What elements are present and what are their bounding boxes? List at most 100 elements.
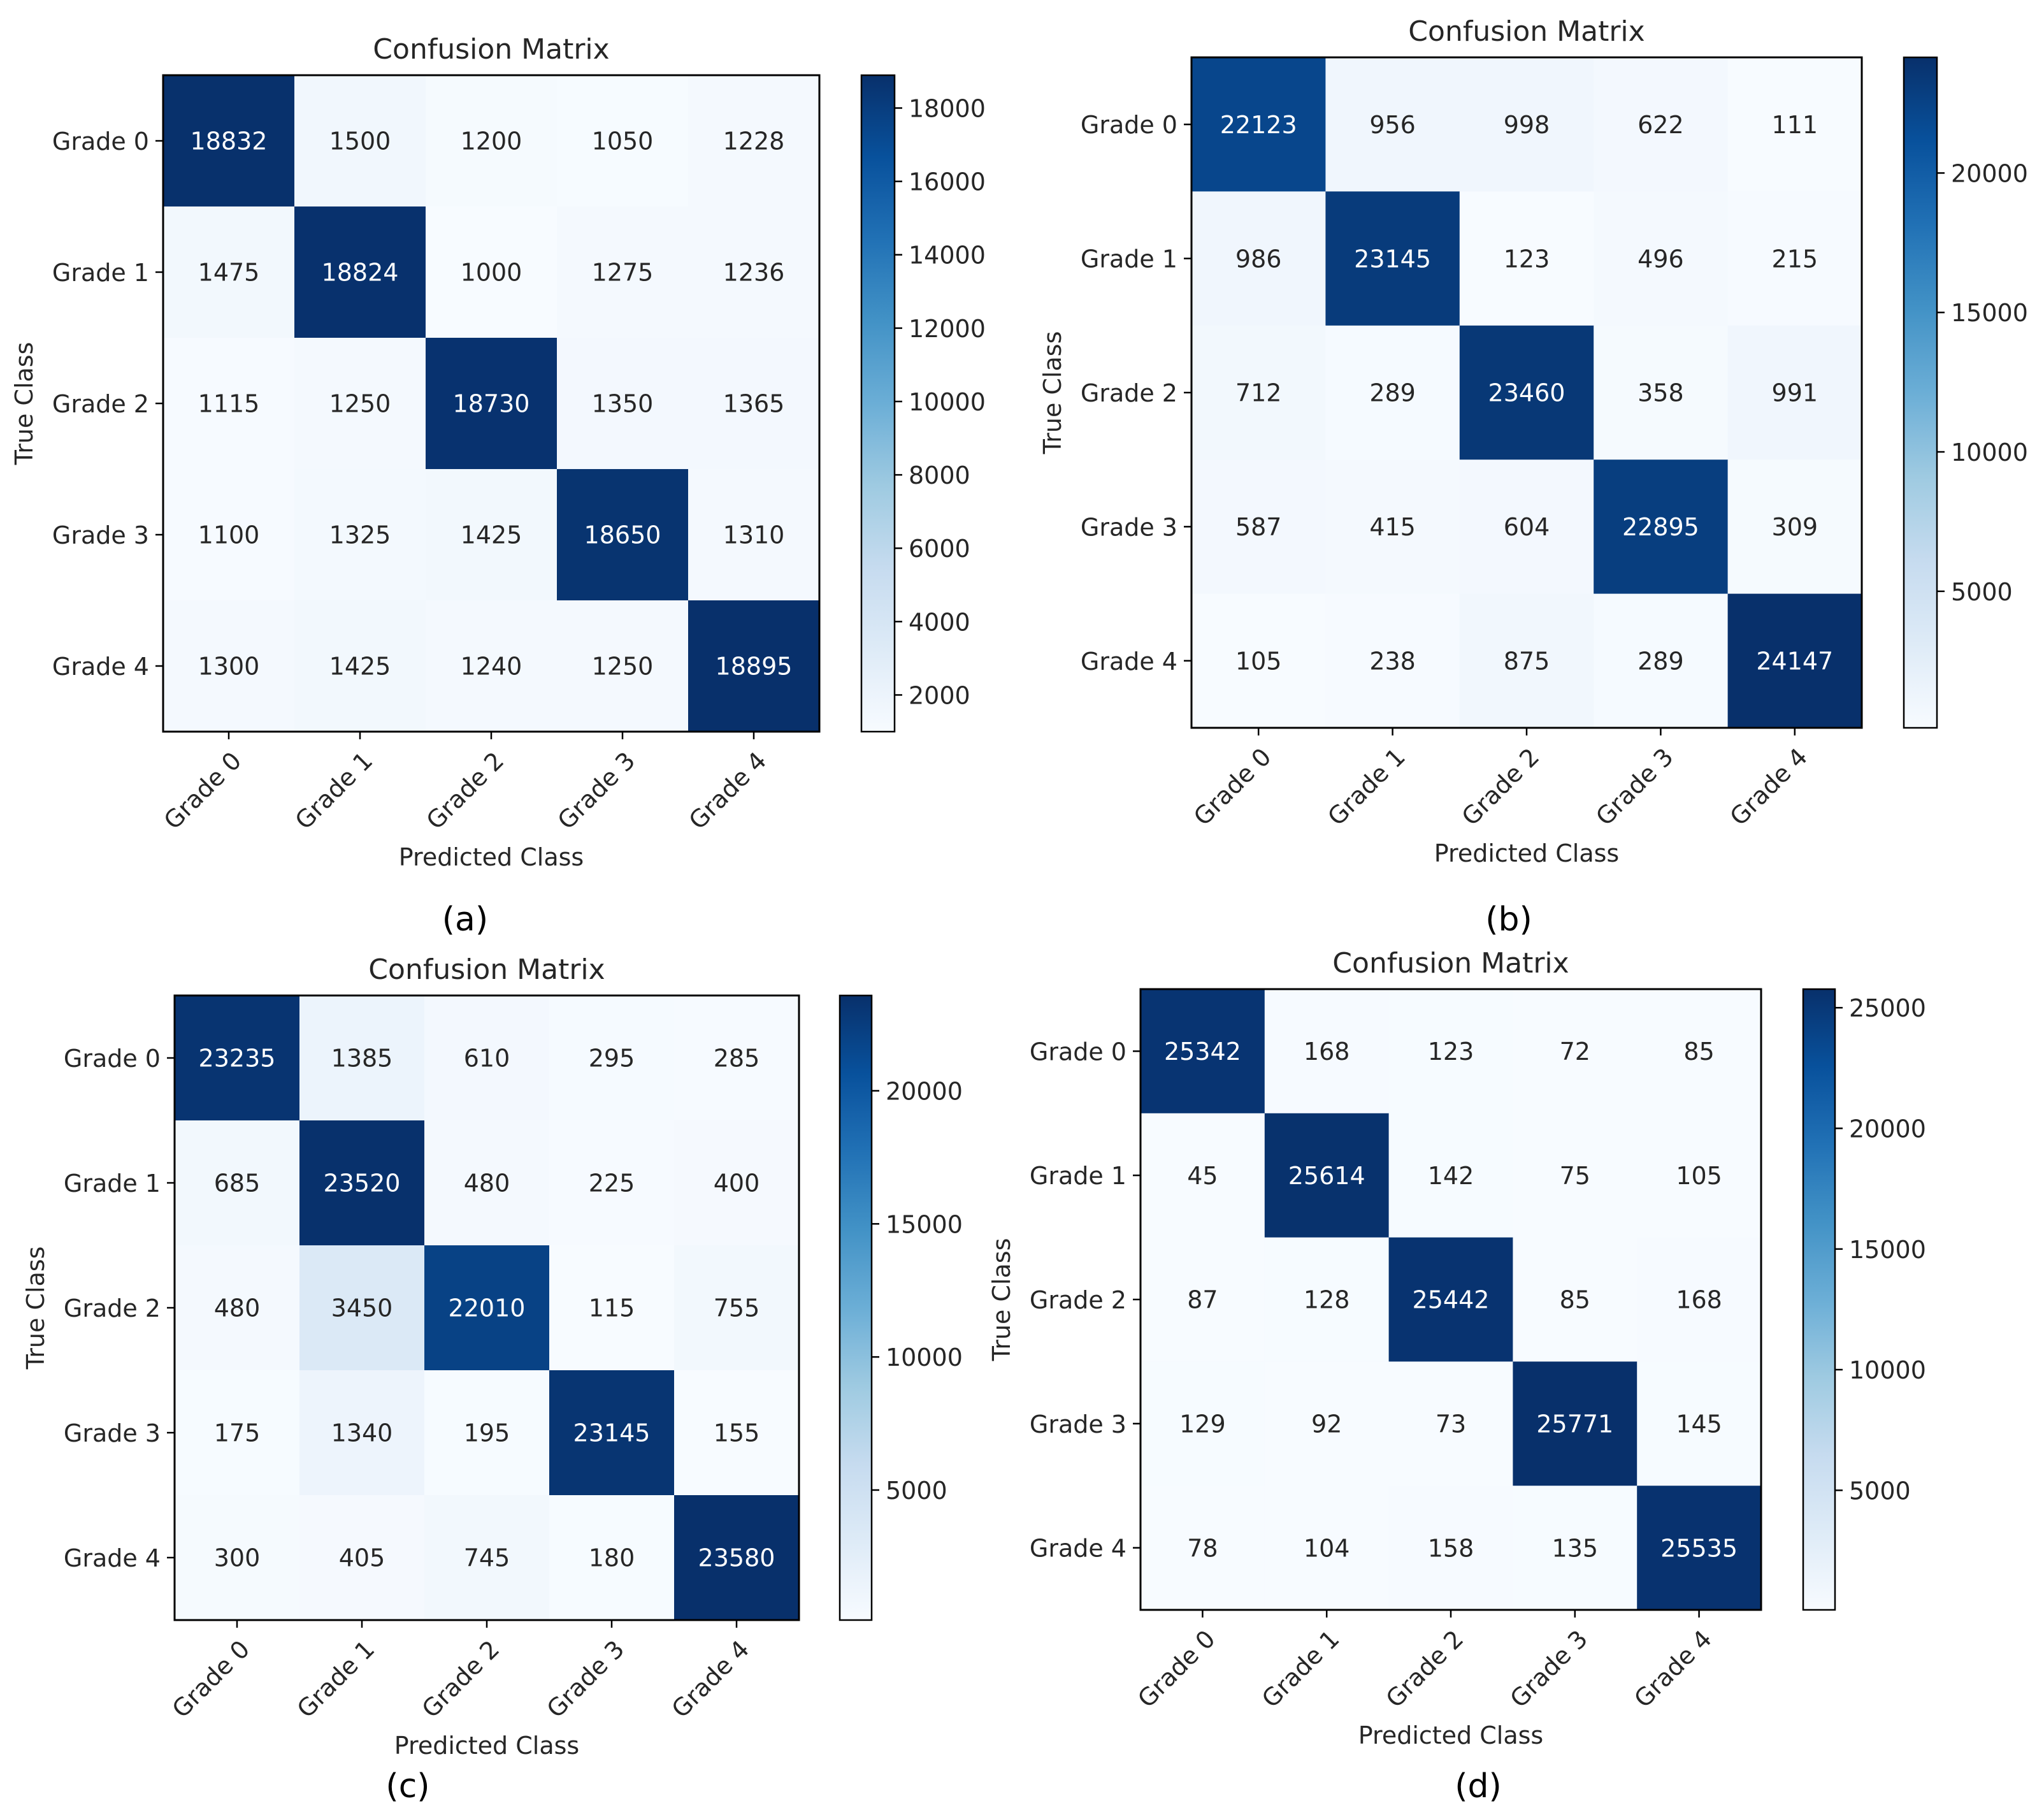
heatmap-cell [549, 1245, 675, 1371]
heatmap-cell [688, 600, 820, 732]
x-tick-label: Grade 4 [1724, 742, 1813, 831]
colorbar-tick-label: 18000 [909, 95, 986, 123]
y-tick-label: Grade 4 [52, 653, 149, 681]
heatmap-cell [1388, 989, 1513, 1114]
cell-value-label: 75 [1560, 1162, 1590, 1190]
cell-value-label: 604 [1504, 513, 1550, 541]
colorbar-tick-label: 10000 [886, 1343, 963, 1372]
cell-value-label: 72 [1560, 1038, 1590, 1066]
cell-value-label: 991 [1772, 379, 1818, 407]
cell-value-label: 24147 [1756, 647, 1833, 675]
x-tick-label: Grade 4 [1629, 1625, 1717, 1713]
cell-value-label: 104 [1304, 1534, 1350, 1562]
heatmap-cell [1388, 1361, 1513, 1486]
heatmap-cell [1264, 989, 1390, 1114]
cell-value-label: 145 [1676, 1410, 1722, 1438]
heatmap-cell [1325, 325, 1460, 460]
x-tick-label: Grade 0 [159, 746, 247, 835]
heatmap-cell [1727, 57, 1862, 192]
cell-value-label: 622 [1637, 111, 1684, 139]
colorbar-tick-label: 5000 [886, 1477, 947, 1505]
colorbar-tick-label: 15000 [1849, 1236, 1926, 1264]
cell-value-label: 1385 [331, 1045, 393, 1073]
x-axis-label: Predicted Class [394, 1732, 579, 1760]
heatmap-cell [163, 75, 295, 207]
cell-value-label: 1275 [592, 259, 654, 287]
heatmap-cell [1325, 460, 1460, 595]
heatmap-cell [294, 600, 426, 732]
cell-value-label: 123 [1504, 245, 1550, 273]
heatmap-cell [299, 1495, 425, 1621]
cell-value-label: 155 [714, 1419, 760, 1447]
cell-value-label: 712 [1235, 379, 1282, 407]
heatmap-cell [1594, 460, 1729, 595]
heatmap-cell [294, 338, 426, 470]
heatmap-cell [1141, 989, 1265, 1114]
colorbar-tick-label: 25000 [1849, 994, 1926, 1022]
cell-value-label: 23460 [1488, 379, 1565, 407]
y-tick-label: Grade 0 [64, 1045, 161, 1073]
chart-title: Confusion Matrix [373, 33, 609, 66]
heatmap-cell [1594, 325, 1729, 460]
cell-value-label: 1250 [329, 390, 391, 418]
panel-c: Confusion Matrix 23235 1385 610 295 285 685 235… [22, 953, 963, 1760]
heatmap-cell [1141, 1237, 1265, 1362]
heatmap-cell [688, 75, 820, 207]
cell-value-label: 22010 [449, 1294, 526, 1322]
colorbar-tick-label: 20000 [1951, 159, 2028, 187]
x-tick-label: Grade 3 [1590, 742, 1679, 831]
cell-value-label: 115 [589, 1294, 635, 1322]
x-axis-label: Predicted Class [1358, 1721, 1543, 1749]
cell-value-label: 685 [214, 1169, 261, 1198]
heatmap-cell [1264, 1361, 1390, 1486]
heatmap-cell [1727, 191, 1862, 326]
caption-a: (a) [442, 901, 488, 939]
x-tick-label: Grade 2 [1381, 1625, 1469, 1713]
cell-value-label: 25442 [1413, 1286, 1490, 1314]
cell-value-label: 85 [1683, 1038, 1714, 1066]
cell-value-label: 610 [464, 1045, 510, 1073]
heatmap-cell [1388, 1113, 1513, 1238]
cell-value-label: 25614 [1288, 1162, 1365, 1190]
cell-value-label: 23580 [698, 1544, 775, 1572]
cell-value-label: 986 [1235, 245, 1282, 273]
heatmap-cell [424, 1495, 550, 1621]
x-tick-label: Grade 2 [421, 746, 510, 835]
x-tick-label: Grade 1 [1256, 1625, 1345, 1713]
chart-title: Confusion Matrix [368, 953, 605, 986]
cell-value-label: 87 [1187, 1286, 1218, 1314]
cell-value-label: 1325 [329, 521, 391, 549]
heatmap-cell [1388, 1237, 1513, 1362]
cell-value-label: 18824 [322, 259, 399, 287]
heatmap-cell [549, 1120, 675, 1246]
colorbar-tick-label: 5000 [1849, 1477, 1911, 1505]
cell-value-label: 18832 [191, 127, 268, 156]
heatmap-cell [1513, 989, 1637, 1114]
cell-value-label: 135 [1552, 1534, 1599, 1562]
x-tick-label: Grade 1 [1322, 742, 1411, 831]
x-tick-label: Grade 4 [666, 1635, 755, 1723]
chart-title: Confusion Matrix [1408, 15, 1645, 48]
heatmap-cell [674, 995, 800, 1121]
colorbar-tick-label: 15000 [1951, 299, 2028, 327]
cell-value-label: 23145 [1354, 245, 1431, 273]
x-tick-label: Grade 2 [417, 1635, 505, 1723]
colorbar-tick-label: 4000 [909, 608, 970, 636]
y-axis-label: True Class [10, 342, 38, 466]
x-tick-label: Grade 0 [1132, 1625, 1221, 1713]
heatmap-cell [1191, 593, 1326, 728]
heatmap-cell [557, 206, 689, 338]
cell-value-label: 175 [214, 1419, 261, 1447]
cell-value-label: 1000 [461, 259, 522, 287]
x-tick-label: Grade 3 [552, 746, 641, 835]
heatmap-cell [1459, 191, 1594, 326]
y-tick-label: Grade 1 [64, 1169, 161, 1198]
heatmap-cell [294, 75, 426, 207]
y-tick-label: Grade 2 [52, 390, 149, 418]
heatmap-cell [1637, 1237, 1762, 1362]
heatmap-cell [424, 1370, 550, 1496]
y-tick-label: Grade 2 [64, 1294, 161, 1322]
colorbar [838, 994, 873, 1621]
cell-value-label: 129 [1179, 1410, 1226, 1438]
